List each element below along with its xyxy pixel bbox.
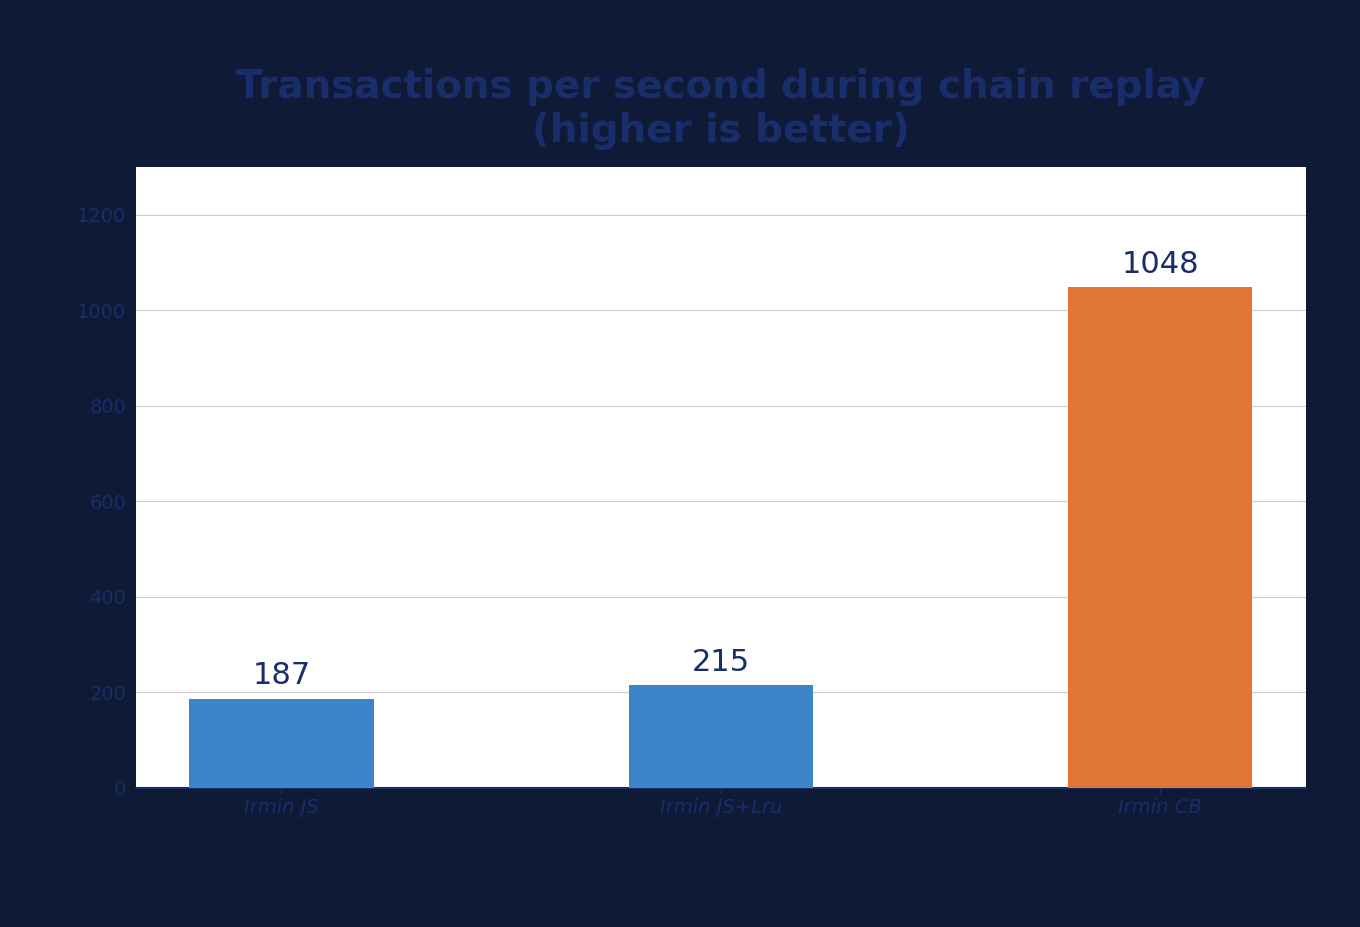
- Text: 187: 187: [253, 661, 310, 690]
- Bar: [189, 699, 374, 788]
- Bar: [628, 685, 813, 788]
- Text: 215: 215: [692, 648, 749, 677]
- Text: 1048: 1048: [1122, 249, 1200, 279]
- Title: Transactions per second during chain replay
(higher is better): Transactions per second during chain rep…: [235, 68, 1206, 150]
- Bar: [1068, 287, 1253, 788]
